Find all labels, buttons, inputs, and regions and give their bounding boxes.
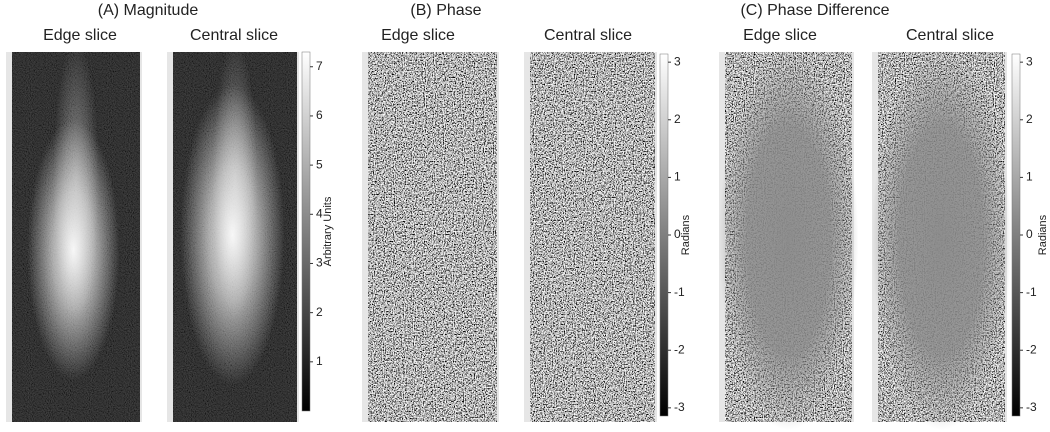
colorbar bbox=[301, 51, 311, 412]
image-calm bbox=[871, 50, 1012, 430]
colorbar-label: Radians bbox=[1037, 214, 1049, 255]
colorbar-tick-label: -1 bbox=[1026, 285, 1037, 299]
slice-label: Edge slice bbox=[43, 27, 117, 44]
colorbar-tick-label: 6 bbox=[316, 108, 323, 122]
colorbar-tick-label: 1 bbox=[674, 170, 681, 184]
colorbar-tick-label: 0 bbox=[1026, 227, 1033, 241]
image-streak bbox=[212, 40, 258, 320]
slice-image bbox=[718, 50, 859, 430]
colorbar-tick-label: 3 bbox=[674, 54, 681, 68]
colorbar-tick-label: 0 bbox=[674, 227, 681, 241]
colorbar-label: Arbitrary Units bbox=[322, 196, 334, 266]
colorbar-tick-label: -2 bbox=[1026, 342, 1037, 356]
slice-image bbox=[871, 50, 1012, 430]
colorbar-tick-label: 5 bbox=[316, 157, 323, 171]
panel-title: (B) Phase bbox=[410, 2, 481, 19]
slice-label: Edge slice bbox=[743, 27, 817, 44]
colorbar-tick-label: 3 bbox=[316, 256, 323, 270]
colorbar bbox=[1011, 53, 1021, 417]
colorbar-tick-label: -2 bbox=[674, 342, 685, 356]
colorbar-label: Radians bbox=[680, 214, 692, 255]
slice-label: Edge slice bbox=[381, 27, 455, 44]
slice-image bbox=[167, 40, 299, 422]
colorbar-tick-label: -3 bbox=[674, 400, 685, 414]
slice-label: Central slice bbox=[544, 27, 632, 44]
colorbar-tick-label: -1 bbox=[674, 285, 685, 299]
colorbar-tick-label: 1 bbox=[316, 354, 323, 368]
image-calm bbox=[718, 50, 859, 430]
colorbar-tick-label: 2 bbox=[1026, 112, 1033, 126]
colorbar-tick-label: 2 bbox=[316, 305, 323, 319]
panel-title: (C) Phase Difference bbox=[740, 2, 889, 19]
slice-image bbox=[362, 52, 499, 422]
slice-image bbox=[6, 40, 142, 422]
colorbar bbox=[659, 53, 669, 417]
colorbar-tick-label: 2 bbox=[674, 112, 681, 126]
colorbar-tick-label: 3 bbox=[1026, 54, 1033, 68]
image-streak bbox=[52, 40, 100, 320]
colorbar-tick-label: -3 bbox=[1026, 400, 1037, 414]
colorbar-tick-label: 4 bbox=[316, 206, 323, 220]
slice-label: Central slice bbox=[190, 27, 278, 44]
colorbar-tick-label: 7 bbox=[316, 59, 323, 73]
image-noise bbox=[368, 52, 497, 422]
panel-title: (A) Magnitude bbox=[98, 2, 199, 19]
slice-label: Central slice bbox=[906, 27, 994, 44]
slice-image bbox=[524, 52, 657, 422]
image-noise bbox=[530, 52, 655, 422]
colorbar-tick-label: 1 bbox=[1026, 170, 1033, 184]
